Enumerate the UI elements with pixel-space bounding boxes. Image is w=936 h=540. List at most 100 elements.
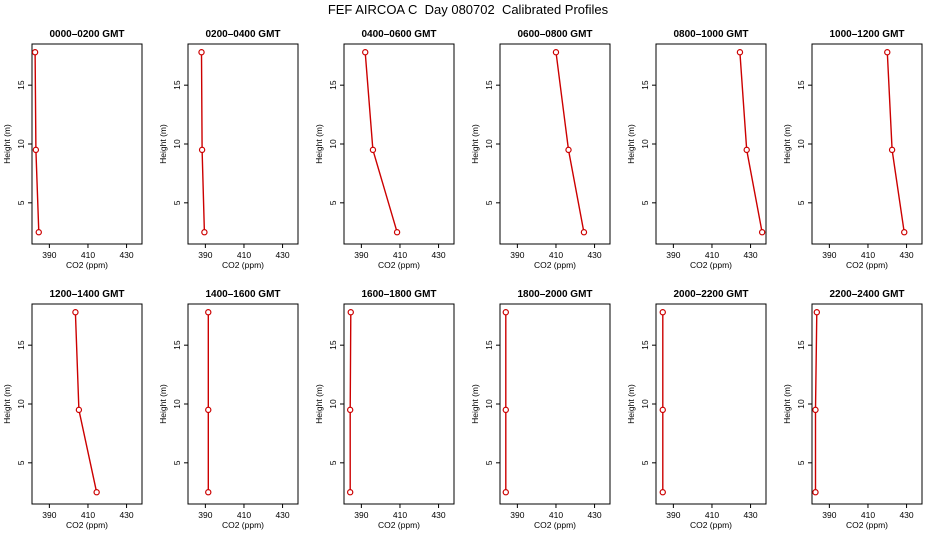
x-axis-label: CO2 (ppm) bbox=[690, 520, 732, 530]
y-tick-label: 15 bbox=[796, 340, 806, 350]
x-tick-label: 430 bbox=[587, 250, 601, 260]
profile-point bbox=[743, 146, 750, 154]
x-tick-label: 390 bbox=[198, 510, 212, 520]
y-tick-label: 10 bbox=[484, 399, 494, 409]
profile-point bbox=[347, 309, 354, 316]
y-tick-label: 10 bbox=[796, 399, 806, 409]
x-tick-label: 410 bbox=[861, 510, 875, 520]
profile-line bbox=[814, 312, 818, 493]
y-axis-label: Height (m) bbox=[470, 384, 480, 424]
y-tick-label: 5 bbox=[328, 200, 338, 205]
profile-line bbox=[34, 52, 40, 233]
profile-panel: 1600–1800 GMT 390 410 430 CO2 (ppm) 5 10 15 Heig… bbox=[314, 289, 455, 530]
x-tick-label: 410 bbox=[393, 250, 407, 260]
panel-title: 0000–0200 GMT bbox=[49, 29, 124, 40]
profile-point bbox=[659, 406, 666, 414]
profile-point bbox=[758, 229, 766, 236]
panel-title: 2000–2200 GMT bbox=[673, 289, 748, 300]
x-tick-label: 410 bbox=[237, 510, 251, 520]
profile-line bbox=[364, 52, 398, 233]
profile-point bbox=[75, 406, 83, 414]
y-tick-label: 5 bbox=[796, 460, 806, 465]
profile-point bbox=[393, 229, 401, 236]
profile-point bbox=[736, 49, 744, 56]
panel-title: 2200–2400 GMT bbox=[829, 289, 904, 300]
y-axis-label: Height (m) bbox=[158, 384, 168, 424]
y-tick-label: 10 bbox=[796, 139, 806, 149]
profile-panel: 1200–1400 GMT 390 410 430 CO2 (ppm) 5 10 15 Heig… bbox=[2, 289, 143, 530]
x-tick-label: 430 bbox=[119, 250, 133, 260]
profile-line bbox=[739, 52, 763, 233]
x-tick-label: 390 bbox=[354, 250, 368, 260]
panel-title: 0800–1000 GMT bbox=[673, 29, 748, 40]
profile-point bbox=[362, 49, 369, 56]
profile-panel: 0200–0400 GMT 390 410 430 CO2 (ppm) 5 10 15 Heig… bbox=[158, 29, 299, 270]
y-tick-label: 5 bbox=[172, 200, 182, 205]
x-tick-label: 430 bbox=[119, 510, 133, 520]
y-axis-label: Height (m) bbox=[782, 124, 792, 164]
panel-title: 1600–1800 GMT bbox=[361, 289, 436, 300]
panel-title: 0200–0400 GMT bbox=[205, 29, 280, 40]
y-tick-label: 15 bbox=[796, 80, 806, 90]
x-tick-label: 390 bbox=[510, 250, 524, 260]
x-tick-label: 410 bbox=[237, 250, 251, 260]
plot-frame bbox=[499, 303, 611, 505]
panel-title: 0600–0800 GMT bbox=[517, 29, 592, 40]
y-tick-label: 15 bbox=[328, 80, 338, 90]
y-axis-label: Height (m) bbox=[782, 384, 792, 424]
x-tick-label: 390 bbox=[822, 510, 836, 520]
x-tick-label: 410 bbox=[549, 250, 563, 260]
y-tick-label: 10 bbox=[640, 399, 650, 409]
profile-panel: 0000–0200 GMT 390 410 430 CO2 (ppm) 5 10 15 Heig… bbox=[2, 29, 143, 270]
profile-panel: 0800–1000 GMT 390 410 430 CO2 (ppm) 5 10 15 Heig… bbox=[626, 29, 767, 270]
x-tick-label: 430 bbox=[743, 510, 757, 520]
x-axis-label: CO2 (ppm) bbox=[222, 260, 264, 270]
y-tick-label: 10 bbox=[16, 139, 26, 149]
x-axis-label: CO2 (ppm) bbox=[378, 260, 420, 270]
profile-point bbox=[93, 489, 100, 496]
x-tick-label: 430 bbox=[275, 250, 289, 260]
y-axis-label: Height (m) bbox=[158, 124, 168, 164]
x-tick-label: 430 bbox=[899, 510, 913, 520]
profile-point bbox=[580, 229, 588, 236]
profile-point bbox=[346, 489, 354, 496]
profile-point bbox=[659, 489, 666, 496]
panel-title: 1200–1400 GMT bbox=[49, 289, 124, 300]
x-tick-label: 390 bbox=[42, 250, 56, 260]
profile-panel: 1000–1200 GMT 390 410 430 CO2 (ppm) 5 10 15 Heig… bbox=[782, 29, 923, 270]
y-tick-label: 5 bbox=[16, 460, 26, 465]
y-tick-label: 5 bbox=[796, 200, 806, 205]
y-tick-label: 10 bbox=[172, 139, 182, 149]
profile-line bbox=[200, 52, 206, 233]
profile-point bbox=[72, 309, 79, 316]
y-tick-label: 5 bbox=[484, 460, 494, 465]
profile-point bbox=[552, 49, 560, 56]
x-tick-label: 410 bbox=[549, 510, 563, 520]
y-tick-label: 15 bbox=[328, 340, 338, 350]
x-axis-label: CO2 (ppm) bbox=[846, 520, 888, 530]
profile-panel: 1800–2000 GMT 390 410 430 CO2 (ppm) 5 10 15 Heig… bbox=[470, 289, 611, 530]
y-tick-label: 15 bbox=[16, 340, 26, 350]
y-axis-label: Height (m) bbox=[314, 124, 324, 164]
profile-point bbox=[35, 229, 42, 236]
profile-point bbox=[812, 489, 819, 496]
y-tick-label: 15 bbox=[16, 80, 26, 90]
x-axis-label: CO2 (ppm) bbox=[534, 520, 576, 530]
y-tick-label: 10 bbox=[328, 139, 338, 149]
y-tick-label: 5 bbox=[328, 460, 338, 465]
x-tick-label: 430 bbox=[431, 510, 445, 520]
x-tick-label: 390 bbox=[666, 510, 680, 520]
x-axis-label: CO2 (ppm) bbox=[66, 260, 108, 270]
profile-point bbox=[201, 229, 208, 236]
profile-point bbox=[659, 309, 666, 316]
panel-title: 1400–1600 GMT bbox=[205, 289, 280, 300]
profile-point bbox=[205, 489, 212, 496]
profile-point bbox=[205, 309, 212, 316]
y-tick-label: 15 bbox=[172, 340, 182, 350]
x-tick-label: 430 bbox=[275, 510, 289, 520]
figure-title: FEF AIRCOA C Day 080702 Calibrated Profi… bbox=[327, 2, 609, 17]
y-tick-label: 5 bbox=[640, 200, 650, 205]
y-axis-label: Height (m) bbox=[626, 124, 636, 164]
plot-frame bbox=[811, 303, 923, 505]
profile-point bbox=[901, 229, 908, 236]
